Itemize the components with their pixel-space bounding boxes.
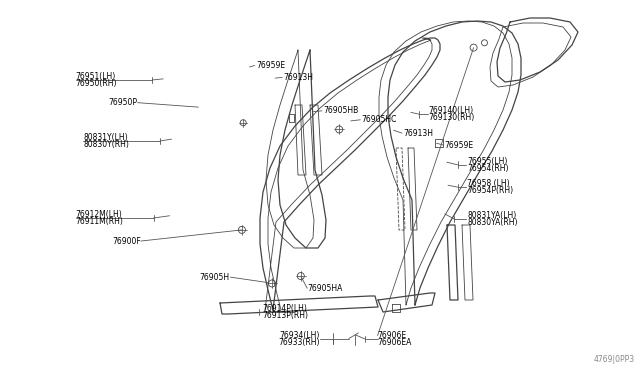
Text: 769140(LH): 769140(LH) [429, 106, 474, 115]
Text: 80831YA(LH): 80831YA(LH) [467, 211, 516, 220]
Text: 76906EA: 76906EA [378, 338, 412, 347]
Text: 80830Y(RH): 80830Y(RH) [83, 140, 129, 149]
Text: 76912M(LH): 76912M(LH) [76, 210, 122, 219]
Text: 80831Y(LH): 80831Y(LH) [83, 133, 128, 142]
Text: 76934(LH): 76934(LH) [280, 331, 320, 340]
Text: 76900F: 76900F [112, 237, 141, 246]
Text: 76950P: 76950P [109, 98, 138, 107]
Text: 769130(RH): 769130(RH) [429, 113, 475, 122]
Text: 76906E: 76906E [378, 331, 407, 340]
Text: 76954(RH): 76954(RH) [467, 164, 509, 173]
Text: 76959E: 76959E [256, 61, 285, 70]
Text: 76913H: 76913H [284, 73, 314, 82]
Text: 80830YA(RH): 80830YA(RH) [467, 218, 518, 227]
Text: 76911M(RH): 76911M(RH) [76, 217, 124, 226]
Text: 76905HC: 76905HC [362, 115, 397, 124]
Text: 76905H: 76905H [199, 273, 229, 282]
Text: 76913P(RH): 76913P(RH) [262, 311, 308, 320]
Text: 76959E: 76959E [445, 141, 474, 150]
Text: 76951(LH): 76951(LH) [76, 72, 116, 81]
Text: 76913H: 76913H [403, 129, 433, 138]
Text: 76933(RH): 76933(RH) [278, 338, 320, 347]
Text: 76955(LH): 76955(LH) [467, 157, 508, 166]
Text: 76954P(RH): 76954P(RH) [467, 186, 513, 195]
Text: 76905HA: 76905HA [307, 284, 342, 293]
Text: 76905HB: 76905HB [323, 106, 358, 115]
Text: 76950(RH): 76950(RH) [76, 79, 117, 88]
Text: 76914P(LH): 76914P(LH) [262, 304, 307, 313]
Text: 4769|0PP3: 4769|0PP3 [594, 355, 635, 364]
Text: 76958 (LH): 76958 (LH) [467, 179, 510, 188]
